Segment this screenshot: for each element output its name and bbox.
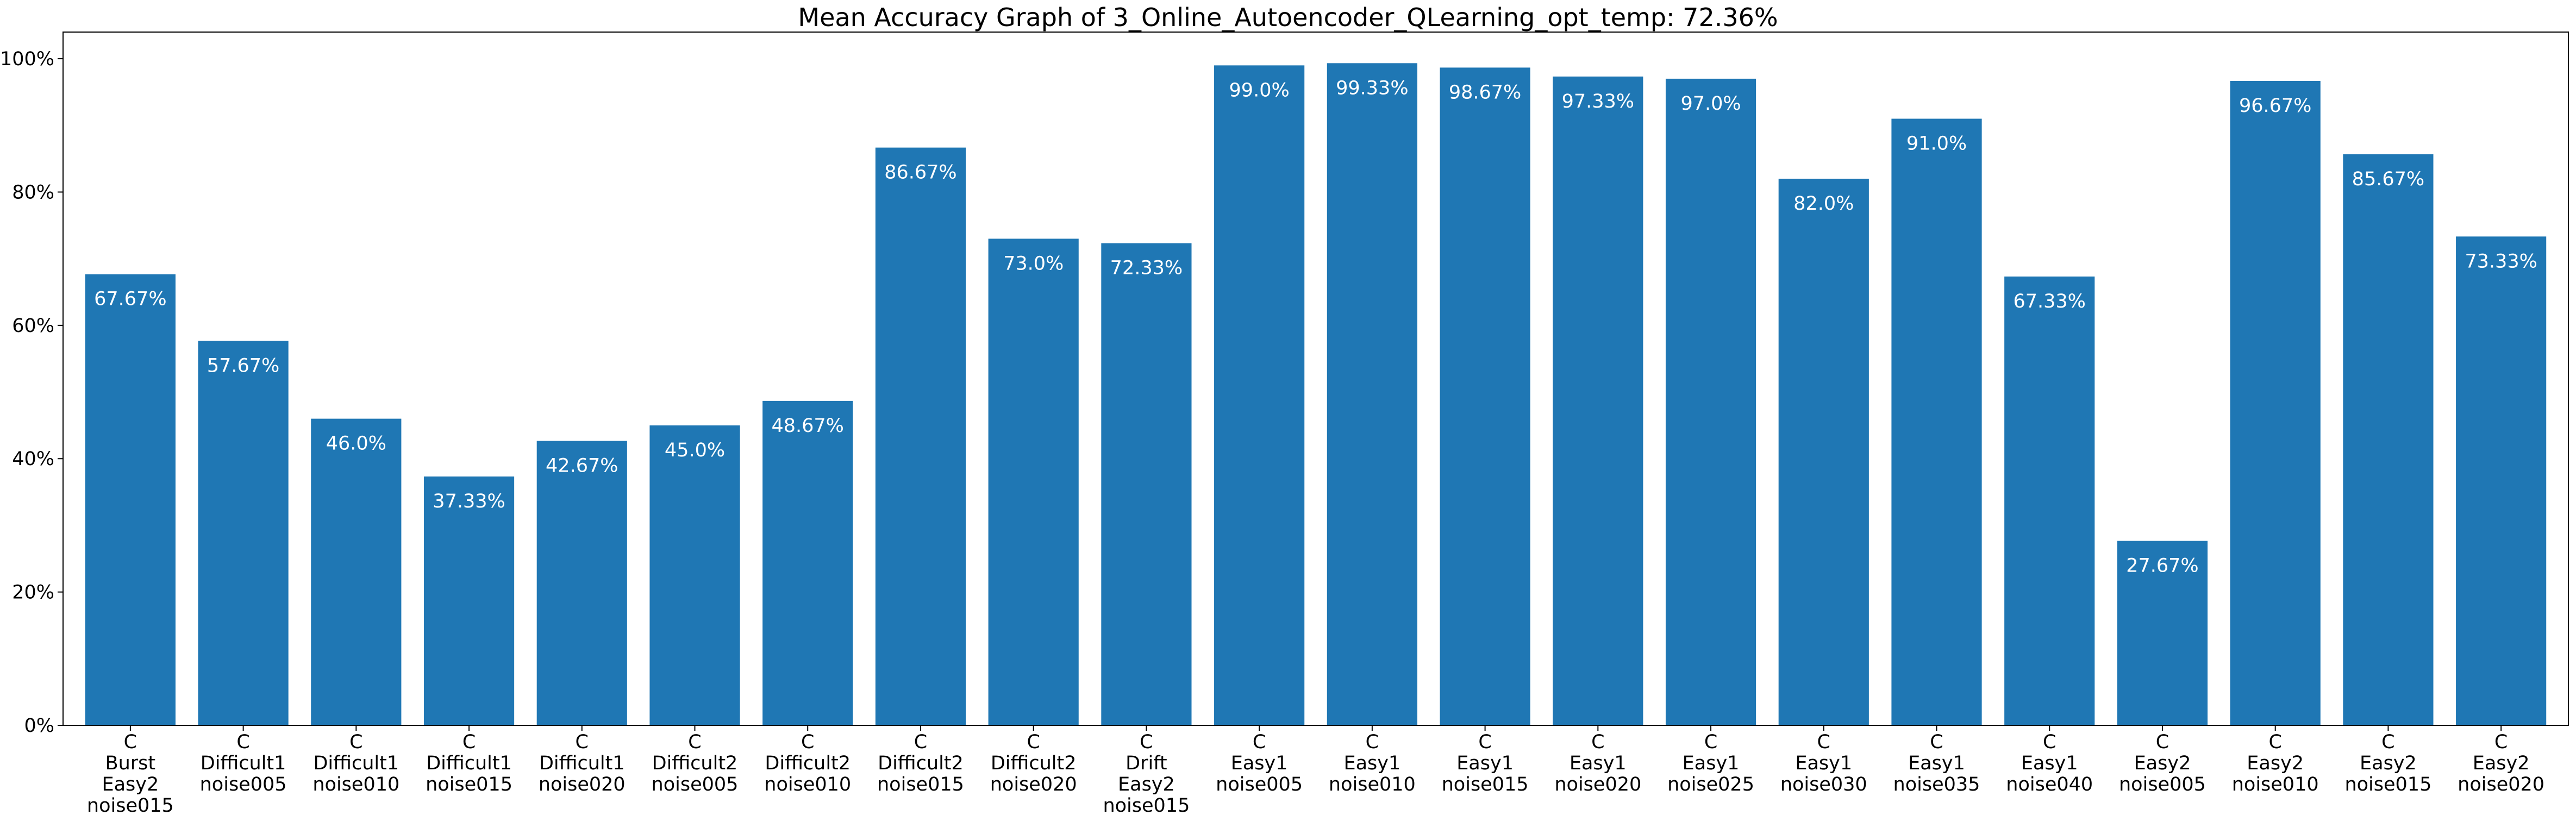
data-labels-layer: 67.67% 57.67% 46.0% 37.33% 42.67% 45.0% 48.67%… bbox=[94, 77, 2537, 576]
bar bbox=[1214, 65, 1305, 725]
bar-value-label: 86.67% bbox=[884, 162, 956, 184]
bar-value-label: 67.33% bbox=[2013, 291, 2085, 312]
x-tick-label: C Easy1 noise040 bbox=[2006, 731, 2093, 795]
bar-value-label: 82.0% bbox=[1793, 193, 1854, 215]
bar bbox=[536, 441, 627, 725]
y-tick-label: 100% bbox=[0, 48, 54, 70]
bar bbox=[311, 418, 402, 725]
bar bbox=[1327, 63, 1417, 725]
x-tick-label: C Easy1 noise030 bbox=[1780, 731, 1867, 795]
x-tick-label: C Easy1 noise025 bbox=[1667, 731, 1754, 795]
bar bbox=[649, 425, 740, 725]
bar-value-label: 98.67% bbox=[1449, 82, 1521, 103]
bar bbox=[1891, 118, 1982, 725]
x-tick-label: C Difficult2 noise020 bbox=[990, 731, 1077, 795]
bar-value-label: 73.0% bbox=[1003, 253, 1064, 274]
bar-value-label: 99.0% bbox=[1229, 79, 1290, 101]
x-tick-label: C Easy1 noise035 bbox=[1893, 731, 1980, 795]
x-tick-label: C Difficult2 noise005 bbox=[652, 731, 739, 795]
bar-value-label: 48.67% bbox=[771, 415, 843, 437]
bar bbox=[1778, 178, 1869, 725]
x-tick-label: C Easy1 noise020 bbox=[1554, 731, 1641, 795]
plot-frame bbox=[62, 32, 2569, 726]
bar-value-label: 73.33% bbox=[2465, 250, 2537, 272]
bar bbox=[762, 400, 853, 725]
bar bbox=[2117, 541, 2208, 725]
x-axis: C Burst Easy2 noise015 C Difficult1 noise005 C D… bbox=[87, 725, 2544, 815]
x-tick-label: C Easy2 noise020 bbox=[2458, 731, 2544, 795]
bar-value-label: 37.33% bbox=[433, 491, 505, 512]
bar bbox=[1665, 78, 1756, 725]
x-tick-label: C Easy1 noise005 bbox=[1216, 731, 1303, 795]
bar bbox=[198, 341, 289, 725]
bar bbox=[2230, 80, 2321, 725]
bar bbox=[423, 476, 515, 725]
y-tick-label: 0% bbox=[24, 715, 54, 737]
bar-value-label: 67.67% bbox=[94, 289, 166, 310]
bar-value-label: 45.0% bbox=[665, 440, 725, 461]
bar-value-label: 97.33% bbox=[1562, 91, 1634, 112]
x-tick-label: C Difficult1 noise010 bbox=[312, 731, 399, 795]
y-tick-label: 80% bbox=[12, 181, 54, 203]
x-tick-label: C Difficult2 noise010 bbox=[764, 731, 851, 795]
bar-value-label: 91.0% bbox=[1906, 133, 1967, 155]
x-tick-label: C Easy2 noise015 bbox=[2344, 731, 2431, 795]
x-tick-label: C Burst Easy2 noise015 bbox=[87, 731, 174, 815]
bar-value-label: 57.67% bbox=[207, 355, 279, 377]
bar bbox=[2343, 154, 2434, 725]
bar bbox=[2004, 276, 2095, 725]
y-tick-label: 20% bbox=[12, 582, 54, 604]
x-tick-label: C Easy1 noise010 bbox=[1329, 731, 1416, 795]
bar bbox=[988, 239, 1079, 725]
bars-layer bbox=[85, 63, 2547, 726]
y-tick-label: 40% bbox=[12, 448, 54, 470]
bar bbox=[1440, 67, 1530, 725]
chart-title: Mean Accuracy Graph of 3_Online_Autoenco… bbox=[798, 3, 1778, 32]
bar bbox=[875, 147, 966, 726]
bar-value-label: 85.67% bbox=[2352, 168, 2424, 190]
bar-value-label: 72.33% bbox=[1110, 258, 1183, 279]
bar-value-label: 42.67% bbox=[546, 455, 618, 477]
bar-value-label: 97.0% bbox=[1680, 93, 1741, 115]
bar bbox=[1553, 76, 1643, 725]
bar-value-label: 96.67% bbox=[2239, 95, 2311, 117]
x-tick-label: C Easy2 noise010 bbox=[2232, 731, 2319, 795]
x-tick-label: C Drift Easy2 noise015 bbox=[1103, 731, 1190, 815]
bar-value-label: 46.0% bbox=[326, 433, 386, 455]
bar bbox=[2456, 236, 2547, 725]
y-tick-label: 60% bbox=[12, 315, 54, 337]
x-tick-label: C Easy2 noise005 bbox=[2119, 731, 2206, 795]
x-tick-label: C Difficult2 noise015 bbox=[877, 731, 964, 795]
bar-value-label: 27.67% bbox=[2126, 555, 2198, 577]
x-tick-label: C Easy1 noise015 bbox=[1442, 731, 1529, 795]
bar bbox=[85, 274, 176, 725]
bar bbox=[1101, 243, 1192, 725]
x-tick-label: C Difficult1 noise020 bbox=[539, 731, 626, 795]
y-axis: 0% 20% 40% 60% 80% 100% bbox=[0, 48, 63, 737]
x-tick-label: C Difficult1 noise015 bbox=[426, 731, 512, 795]
bar-value-label: 99.33% bbox=[1336, 77, 1408, 99]
x-tick-label: C Difficult1 noise005 bbox=[200, 731, 287, 795]
